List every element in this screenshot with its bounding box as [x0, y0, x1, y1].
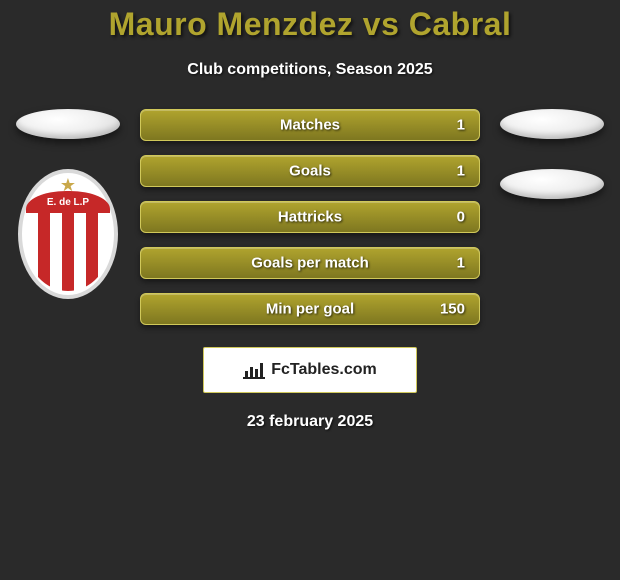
stat-value: 1 [457, 255, 465, 272]
stat-bar-hattricks: Hattricks 0 [140, 201, 480, 233]
stat-label: Goals per match [251, 255, 369, 272]
stat-label: Goals [289, 163, 331, 180]
right-column [500, 109, 604, 199]
stats-column: Matches 1 Goals 1 Hattricks 0 Goals per … [140, 109, 480, 325]
bar-chart-icon [243, 361, 265, 379]
stat-bar-goals: Goals 1 [140, 155, 480, 187]
stat-bar-goals-per-match: Goals per match 1 [140, 247, 480, 279]
stat-label: Matches [280, 117, 340, 134]
stat-value: 1 [457, 163, 465, 180]
estudiantes-crest: ★ E. de L.P [18, 169, 118, 299]
stat-value: 150 [440, 301, 465, 318]
stat-value: 0 [457, 209, 465, 226]
stat-bar-min-per-goal: Min per goal 150 [140, 293, 480, 325]
left-column: ★ E. de L.P [16, 109, 120, 299]
stat-bar-matches: Matches 1 [140, 109, 480, 141]
brand-text: FcTables.com [271, 361, 377, 379]
stat-value: 1 [457, 117, 465, 134]
club-logo-left: ★ E. de L.P [18, 169, 118, 299]
page-title: Mauro Menzdez vs Cabral [0, 6, 620, 43]
stat-label: Hattricks [278, 209, 342, 226]
player-photo-placeholder-right [500, 109, 604, 139]
stat-label: Min per goal [266, 301, 354, 318]
comparison-card: Mauro Menzdez vs Cabral Club competition… [0, 0, 620, 431]
content-row: ★ E. de L.P Matches 1 Goals 1 [0, 109, 620, 325]
date-line: 23 february 2025 [0, 413, 620, 431]
club-logo-placeholder-right [500, 169, 604, 199]
subtitle: Club competitions, Season 2025 [0, 61, 620, 79]
brand-link[interactable]: FcTables.com [203, 347, 417, 393]
player-photo-placeholder-left [16, 109, 120, 139]
